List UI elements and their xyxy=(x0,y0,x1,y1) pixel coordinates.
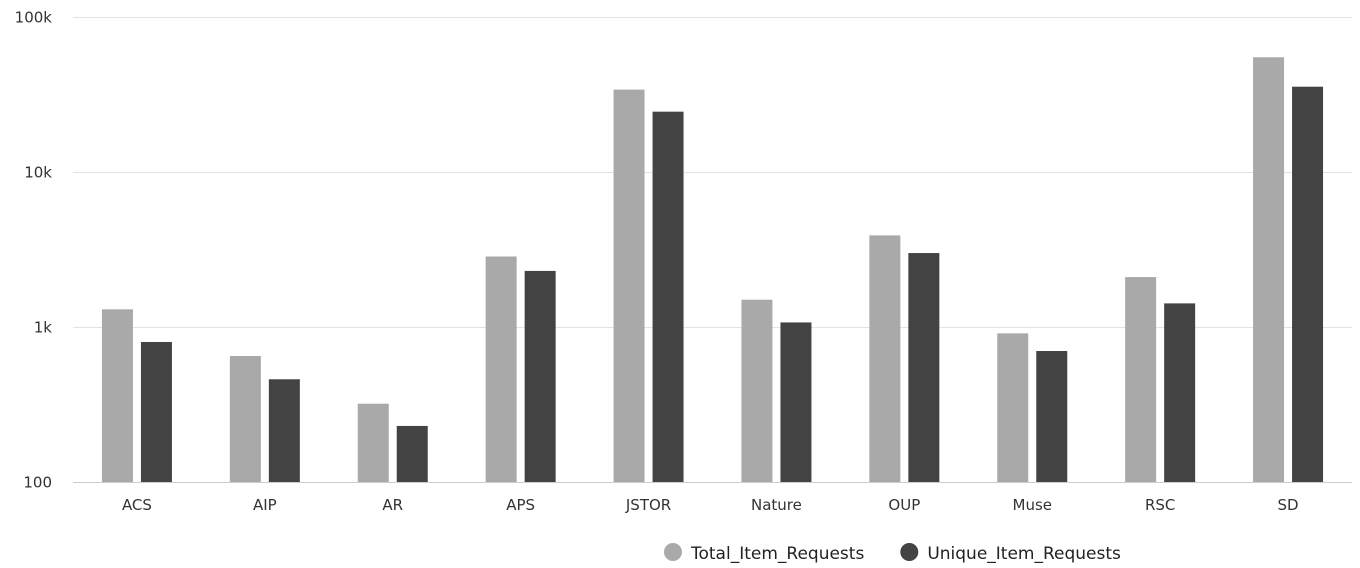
legend[interactable]: Total_Item_Requests Unique_Item_Requests xyxy=(664,543,1121,564)
bar-total-item-requests-aip[interactable] xyxy=(229,355,261,482)
x-tick-label: RSC xyxy=(1145,496,1175,514)
legend-item-unique-item-requests[interactable]: Unique_Item_Requests xyxy=(900,543,1121,564)
bar-unique-item-requests-muse[interactable] xyxy=(1036,351,1068,482)
bar-unique-item-requests-acs[interactable] xyxy=(140,342,172,482)
bar-total-item-requests-acs[interactable] xyxy=(101,309,133,482)
x-tick-label: SD xyxy=(1278,496,1299,514)
bar-total-item-requests-ar[interactable] xyxy=(357,403,389,482)
x-tick-label: AIP xyxy=(253,496,277,514)
bar-unique-item-requests-jstor[interactable] xyxy=(652,111,684,482)
x-tick-label: ACS xyxy=(122,496,152,514)
y-tick-label: 10k xyxy=(24,164,52,182)
grid-layer xyxy=(73,17,1352,328)
x-tick-label: APS xyxy=(506,496,535,514)
axis-layer: 100 1k 10k 100k ACS AIP AR APS JSTOR Nature OUP Mus… xyxy=(15,9,1352,514)
y-tick-label: 100 xyxy=(23,474,52,492)
legend-label: Total_Item_Requests xyxy=(690,544,864,564)
legend-marker xyxy=(664,543,682,561)
bar-total-item-requests-muse[interactable] xyxy=(997,333,1029,482)
bar-total-item-requests-jstor[interactable] xyxy=(613,89,645,483)
bar-unique-item-requests-rsc[interactable] xyxy=(1164,303,1196,482)
legend-marker xyxy=(900,543,919,561)
bar-total-item-requests-oup[interactable] xyxy=(869,235,901,482)
y-tick-label: 100k xyxy=(15,9,53,27)
bar-unique-item-requests-ar[interactable] xyxy=(396,425,428,482)
legend-label: Unique_Item_Requests xyxy=(927,544,1121,564)
bar-total-item-requests-aps[interactable] xyxy=(485,256,517,482)
bar-unique-item-requests-oup[interactable] xyxy=(908,253,940,482)
x-tick-label: JSTOR xyxy=(625,496,671,514)
x-tick-label: Muse xyxy=(1013,496,1053,514)
bar-unique-item-requests-nature[interactable] xyxy=(780,322,812,482)
x-tick-label: AR xyxy=(382,496,403,514)
bar-total-item-requests-rsc[interactable] xyxy=(1125,277,1157,482)
x-tick-label: OUP xyxy=(888,496,920,514)
x-tick-label: Nature xyxy=(751,496,802,514)
bar-unique-item-requests-sd[interactable] xyxy=(1292,86,1324,483)
bar-unique-item-requests-aip[interactable] xyxy=(268,379,300,482)
bar-total-item-requests-nature[interactable] xyxy=(741,299,773,482)
bar-unique-item-requests-aps[interactable] xyxy=(524,270,556,482)
bar-total-item-requests-sd[interactable] xyxy=(1253,57,1285,483)
legend-item-total-item-requests[interactable]: Total_Item_Requests xyxy=(664,543,864,564)
y-tick-label: 1k xyxy=(34,319,53,337)
bars-layer xyxy=(101,57,1324,483)
